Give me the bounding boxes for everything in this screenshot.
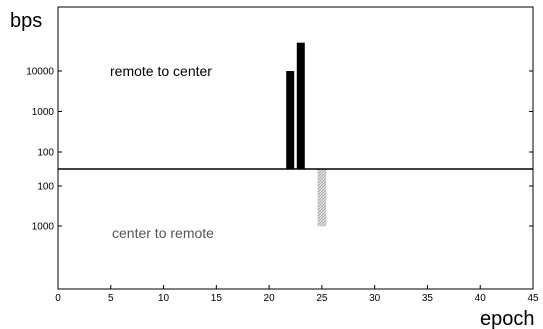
bar-down-0 (317, 168, 327, 227)
y-axis-title: bps (10, 10, 42, 32)
x-tick-label-9: 45 (527, 293, 539, 304)
x-tick-label-7: 35 (422, 293, 434, 304)
plot-frame (57, 6, 534, 290)
x-tick-label-4: 20 (264, 293, 276, 304)
y-ticks-upper: 100 1000 10000 (26, 67, 533, 159)
y-tick-label-up-1: 1000 (32, 107, 55, 118)
x-tick-label-1: 5 (108, 293, 114, 304)
x-tick-label-8: 40 (475, 293, 487, 304)
annotation-remote-to-center: remote to center (110, 63, 212, 79)
y-tick-label-down-0: 100 (37, 182, 54, 193)
x-tick-label-2: 10 (158, 293, 170, 304)
x-axis-title: epoch (480, 308, 535, 329)
x-tick-label-0: 0 (55, 293, 61, 304)
x-tick-label-6: 30 (369, 293, 381, 304)
y-tick-label-up-2: 10000 (26, 67, 54, 78)
x-tick-label-3: 15 (211, 293, 223, 304)
x-ticks: 0 5 10 15 20 25 30 35 40 45 (55, 285, 539, 304)
x-tick-label-5: 25 (316, 293, 328, 304)
bar-up-22 (296, 42, 305, 170)
y-tick-label-down-1: 1000 (32, 222, 55, 233)
bar-up-21 (286, 71, 295, 169)
annotation-center-to-remote: center to remote (112, 225, 214, 241)
y-tick-label-up-0: 100 (37, 148, 54, 159)
y-ticks-lower: 100 1000 (32, 182, 533, 233)
bars (286, 42, 327, 227)
